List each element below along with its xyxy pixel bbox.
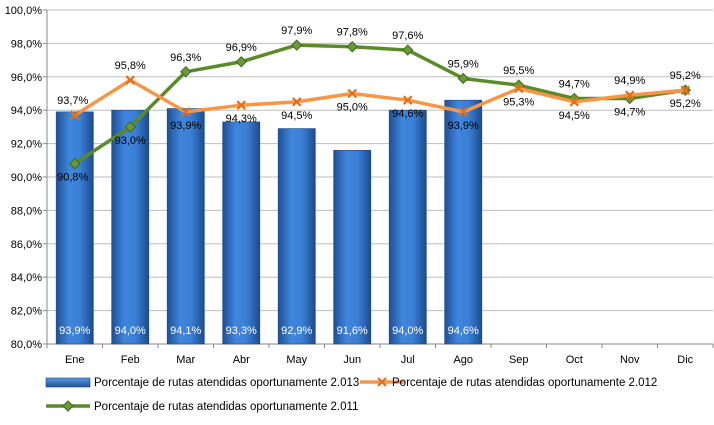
- point-value-label: 97,8%: [337, 27, 368, 39]
- point-value-label: 96,3%: [170, 52, 201, 64]
- y-tick-label: 80,0%: [11, 339, 42, 351]
- bar: [166, 108, 205, 345]
- bar-value-label: 94,0%: [115, 325, 146, 337]
- bar-value-label: 91,6%: [337, 325, 368, 337]
- x-axis: Ene Feb Mar Abr May Jun Jul Ago Sep Oct Nov Dic: [46, 343, 714, 366]
- y-tick-label: 84,0%: [11, 272, 42, 284]
- data-labels: 93,9% 94,0% 94,1% 93,3% 92,9% 91,6% 94,0% 94,6%…: [57, 25, 701, 337]
- point-value-label: 93,9%: [448, 120, 479, 132]
- x-tick-label: May: [286, 354, 307, 366]
- x-tick-label: Ago: [453, 354, 473, 366]
- series-2012-point: [291, 97, 302, 107]
- point-value-label: 95,0%: [337, 102, 368, 114]
- series-2012-point: [69, 110, 80, 120]
- y-tick-label: 100,0%: [5, 5, 43, 17]
- x-tick-label: Jun: [343, 354, 361, 366]
- series-2011-point: [346, 41, 358, 53]
- series-2012-point: [180, 107, 191, 117]
- series-2012-point: [624, 90, 635, 100]
- series-2011-point: [124, 121, 136, 133]
- legend-label-2011: Porcentaje de rutas atendidas oportuname…: [94, 401, 358, 413]
- legend: Porcentaje de rutas atendidas oportuname…: [45, 377, 657, 413]
- legend-label-2013: Porcentaje de rutas atendidas oportuname…: [94, 377, 359, 389]
- point-value-label: 94,7%: [559, 79, 590, 91]
- point-value-label: 94,6%: [392, 108, 423, 120]
- bar-value-label: 93,9%: [59, 325, 90, 337]
- series-2011-line: [73, 43, 686, 166]
- point-value-label: 95,5%: [503, 65, 534, 77]
- series-2011-point: [235, 56, 247, 68]
- series-2012-point: [513, 83, 524, 94]
- point-value-label: 94,9%: [614, 75, 645, 87]
- point-value-label: 95,2%: [670, 70, 701, 82]
- point-value-label: 96,9%: [226, 42, 257, 54]
- point-value-label: 94,3%: [226, 113, 257, 125]
- y-tick-label: 86,0%: [11, 239, 42, 251]
- series-2012-point: [236, 100, 247, 110]
- x-tick-label: Sep: [509, 354, 529, 366]
- point-value-label: 97,6%: [392, 30, 423, 42]
- line-series: [69, 39, 691, 170]
- y-tick-label: 82,0%: [11, 306, 42, 318]
- legend-swatch-2013: [45, 377, 91, 388]
- series-2012-point: [680, 85, 691, 95]
- bar: [388, 109, 427, 345]
- series-2012-point: [402, 95, 413, 105]
- y-axis: 80,0% 82,0% 84,0% 86,0% 88,0% 90,0% 92,0% 94,0%…: [5, 5, 48, 351]
- point-value-label: 95,9%: [448, 58, 479, 70]
- point-value-label: 95,2%: [670, 98, 701, 110]
- legend-marker-2012: [377, 377, 387, 387]
- x-tick-label: Ene: [65, 354, 85, 366]
- y-tick-label: 94,0%: [11, 105, 42, 117]
- y-tick-label: 92,0%: [11, 139, 42, 151]
- bar-value-label: 94,0%: [392, 325, 423, 337]
- bar-value-label: 94,1%: [170, 325, 201, 337]
- series-2011-point: [291, 39, 303, 51]
- point-value-label: 97,9%: [281, 25, 312, 37]
- x-tick-label: Oct: [566, 354, 583, 366]
- series-2011-point: [69, 157, 81, 170]
- point-value-label: 93,9%: [170, 120, 201, 132]
- bar-value-label: 92,9%: [281, 325, 312, 337]
- series-2011-point: [457, 72, 469, 85]
- legend-marker-2011: [62, 400, 74, 412]
- x-tick-label: Mar: [176, 354, 195, 366]
- y-tick-label: 90,0%: [11, 172, 42, 184]
- x-tick-label: Abr: [233, 354, 250, 366]
- series-2012-point: [125, 75, 136, 85]
- y-tick-label: 88,0%: [11, 205, 42, 217]
- bar: [277, 128, 316, 345]
- y-tick-label: 96,0%: [11, 72, 42, 84]
- series-2011-point: [402, 44, 414, 56]
- point-value-label: 95,3%: [503, 96, 534, 108]
- x-tick-label: Jul: [401, 354, 415, 366]
- bar: [333, 149, 372, 345]
- bar-value-label: 94,6%: [448, 325, 479, 337]
- point-value-label: 90,8%: [57, 172, 88, 184]
- point-value-label: 95,8%: [115, 60, 146, 72]
- x-tick-label: Nov: [620, 354, 640, 366]
- point-value-label: 93,0%: [115, 135, 146, 147]
- point-value-label: 94,5%: [281, 110, 312, 122]
- series-2012-point: [458, 107, 469, 117]
- point-value-label: 93,7%: [57, 95, 88, 107]
- bar-value-label: 93,3%: [226, 325, 257, 337]
- bar: [111, 109, 150, 345]
- series-2012-line: [73, 78, 686, 117]
- series-2012-point: [569, 97, 580, 107]
- x-tick-label: Feb: [121, 354, 140, 366]
- bar: [444, 99, 483, 345]
- bar: [55, 111, 94, 345]
- y-tick-label: 98,0%: [11, 38, 42, 50]
- bar: [222, 121, 261, 345]
- bar-series: [55, 99, 483, 345]
- gridlines: [47, 9, 713, 345]
- legend-label-2012: Porcentaje de rutas atendidas oportuname…: [392, 377, 657, 389]
- point-value-label: 94,5%: [559, 110, 590, 122]
- series-2012-point: [347, 88, 358, 99]
- point-value-label: 94,7%: [614, 107, 645, 119]
- series-2011-point: [180, 66, 192, 78]
- x-tick-label: Dic: [677, 354, 693, 366]
